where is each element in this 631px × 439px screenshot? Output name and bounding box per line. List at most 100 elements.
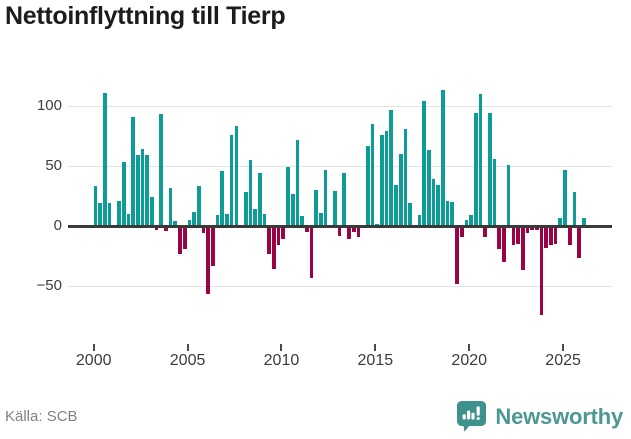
- bar: [469, 215, 473, 226]
- bar: [572, 192, 577, 226]
- x-axis-tick-mark: [92, 344, 95, 351]
- bar: [319, 212, 323, 226]
- bar: [530, 226, 534, 230]
- x-axis-tick-mark: [186, 344, 189, 351]
- bar: [417, 215, 422, 226]
- bar: [309, 226, 314, 278]
- bar: [257, 173, 262, 226]
- bar: [534, 226, 539, 230]
- x-axis-tick-label: 2020: [451, 352, 488, 369]
- x-axis-tick-label: 2010: [263, 352, 300, 369]
- bar: [539, 226, 544, 315]
- bar: [253, 209, 257, 226]
- bar: [154, 226, 159, 230]
- bar: [206, 226, 211, 295]
- bar: [286, 167, 290, 226]
- bar: [351, 226, 356, 232]
- bar: [178, 226, 182, 254]
- bar: [300, 216, 304, 226]
- bar: [436, 185, 441, 226]
- bar: [295, 139, 300, 226]
- bar: [215, 215, 220, 226]
- x-axis-tick-label: 2025: [545, 352, 581, 369]
- x-axis-tick-mark: [468, 344, 471, 351]
- bar: [220, 170, 225, 226]
- bar: [135, 155, 140, 226]
- bar: [581, 217, 586, 226]
- bar: [145, 155, 149, 226]
- bar: [356, 226, 361, 237]
- bar: [262, 214, 267, 226]
- bar: [553, 226, 558, 244]
- bar: [211, 226, 215, 266]
- bar: [441, 90, 445, 226]
- bar: [473, 113, 478, 226]
- bar: [93, 186, 98, 226]
- bar: [488, 113, 492, 226]
- bar: [168, 187, 173, 226]
- bar: [408, 203, 412, 226]
- bar: [107, 203, 112, 226]
- bar: [117, 200, 121, 226]
- bar: [196, 186, 201, 226]
- bar: [558, 217, 563, 226]
- bar: [483, 226, 488, 237]
- bar: [502, 226, 506, 262]
- bar: [149, 197, 154, 226]
- bar: [478, 94, 483, 226]
- bar: [455, 226, 459, 284]
- x-axis-tick-label: 2015: [357, 352, 394, 369]
- bar: [159, 114, 164, 226]
- x-axis-tick-mark: [562, 344, 565, 351]
- bar: [243, 192, 248, 226]
- bar: [563, 169, 567, 226]
- bar: [182, 226, 187, 249]
- bar: [131, 116, 135, 226]
- gridline: [68, 105, 612, 107]
- bar: [520, 226, 525, 271]
- bar: [333, 191, 337, 226]
- bar: [384, 131, 389, 226]
- bar: [506, 164, 511, 226]
- bar: [342, 173, 347, 226]
- bar: [173, 221, 178, 226]
- bar: [126, 214, 131, 226]
- bar: [450, 202, 455, 226]
- bar: [103, 92, 107, 226]
- bar: [525, 226, 530, 234]
- x-axis-tick-mark: [280, 344, 283, 351]
- bar: [337, 226, 342, 236]
- newsworthy-logo: Newsworthy: [456, 400, 623, 433]
- bar: [380, 134, 384, 226]
- newsworthy-icon: [457, 401, 487, 432]
- bar: [140, 149, 145, 226]
- bar: [267, 226, 272, 254]
- bar: [389, 109, 394, 226]
- bar: [201, 226, 206, 234]
- y-axis-tick-label: 50: [45, 157, 62, 174]
- bar: [192, 211, 196, 226]
- bar: [398, 154, 403, 226]
- newsworthy-wordmark: Newsworthy: [495, 403, 623, 429]
- bar: [164, 226, 168, 231]
- bar: [426, 150, 431, 226]
- bar: [445, 200, 450, 226]
- bar: [187, 220, 192, 226]
- bar: [492, 158, 497, 226]
- y-axis-tick-label: 0: [53, 217, 62, 234]
- y-axis-tick-label: 100: [36, 97, 62, 114]
- gridline: [68, 165, 612, 167]
- bar: [464, 220, 469, 226]
- x-axis-tick-label: 2000: [75, 352, 112, 369]
- gridline: [68, 285, 612, 287]
- bar: [577, 226, 581, 259]
- bar: [497, 226, 502, 249]
- bar: [459, 226, 464, 237]
- bar: [276, 226, 281, 246]
- bar: [422, 101, 426, 226]
- bar: [511, 226, 516, 246]
- bar: [248, 160, 253, 226]
- y-axis-tick-label: −50: [36, 277, 62, 294]
